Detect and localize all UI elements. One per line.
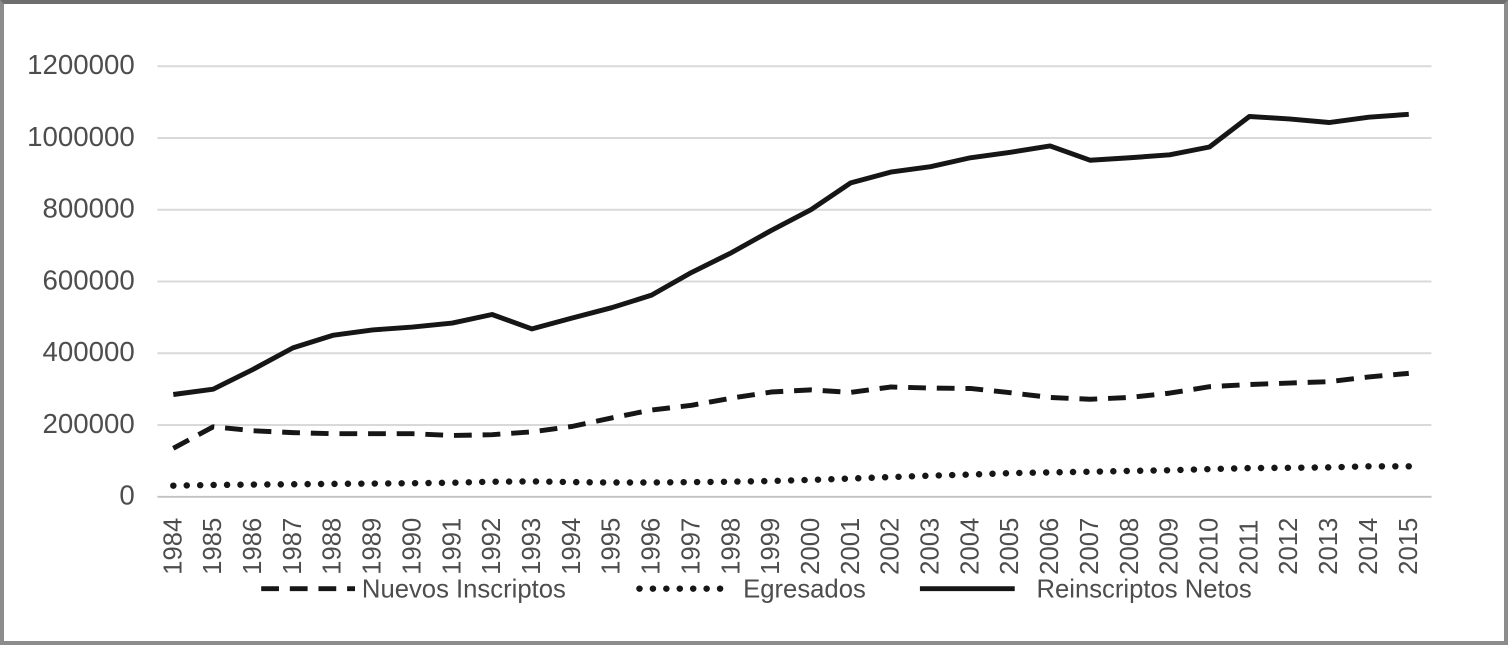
legend-label-reinscriptos-netos: Reinscriptos Netos	[1036, 576, 1251, 604]
x-axis-tick-label: 1998	[717, 518, 745, 575]
y-axis-tick-label: 1200000	[27, 49, 135, 80]
x-axis-tick-label: 1991	[438, 518, 466, 575]
y-axis-tick-label: 0	[119, 480, 134, 511]
x-axis-tick-label: 1990	[398, 518, 426, 575]
x-axis-tick-label: 1987	[279, 518, 307, 575]
x-axis-tick-label: 2002	[877, 518, 905, 575]
x-axis-tick-label: 1985	[199, 518, 227, 575]
y-axis-tick-label: 400000	[43, 336, 135, 367]
x-axis-tick-label: 1993	[518, 518, 546, 575]
legend-label-nuevos-inscriptos: Nuevos Inscriptos	[362, 576, 566, 604]
x-axis-tick-label: 1989	[359, 518, 387, 575]
x-axis-tick-label: 2000	[797, 518, 825, 575]
y-axis-tick-label: 800000	[43, 193, 135, 224]
x-axis-tick-label: 1988	[319, 518, 347, 575]
x-axis-tick-label: 2010	[1196, 518, 1224, 575]
x-axis-tick-label: 1997	[677, 518, 705, 575]
legend-label-egresados: Egresados	[743, 576, 866, 604]
chart-canvas: 0 200000 400000 600000 800000 1000000 1200000 1…	[27, 49, 1432, 604]
x-axis-tick-label: 2015	[1395, 518, 1423, 575]
x-axis-tick-label: 2004	[956, 518, 984, 575]
x-axis-tick-label: 2007	[1076, 518, 1104, 575]
x-axis-tick-label: 2013	[1315, 518, 1343, 575]
x-axis-tick-label: 2001	[837, 518, 865, 575]
x-axis-tick-label: 2009	[1156, 518, 1184, 575]
x-axis-tick-label: 2011	[1235, 520, 1263, 575]
x-axis-tick-label: 1992	[478, 518, 506, 575]
x-axis-tick-label: 2014	[1355, 518, 1383, 575]
x-axis-tick-label: 2008	[1116, 518, 1144, 575]
x-axis-tick-label: 2006	[1036, 518, 1064, 575]
x-axis-tick-label: 1995	[598, 518, 626, 575]
x-axis-tick-label: 1996	[638, 518, 666, 575]
x-axis-tick-label: 1986	[239, 518, 267, 575]
y-axis-tick-label: 200000	[43, 408, 135, 439]
series-line-egresados	[170, 463, 1412, 489]
x-axis-tick-label: 2003	[917, 518, 945, 575]
x-axis-tick-label: 2012	[1275, 518, 1303, 575]
y-axis-tick-label: 1000000	[27, 121, 135, 152]
series-line-reinscriptos-netos	[172, 111, 1409, 397]
series-line-nuevos-inscriptos	[172, 370, 1409, 451]
x-axis-tick-label: 2005	[996, 518, 1024, 575]
x-axis-tick-label: 1999	[757, 518, 785, 575]
x-axis-tick-label: 1984	[159, 518, 187, 575]
y-axis-tick-label: 600000	[43, 264, 135, 295]
x-axis-tick-label: 1994	[558, 518, 586, 575]
